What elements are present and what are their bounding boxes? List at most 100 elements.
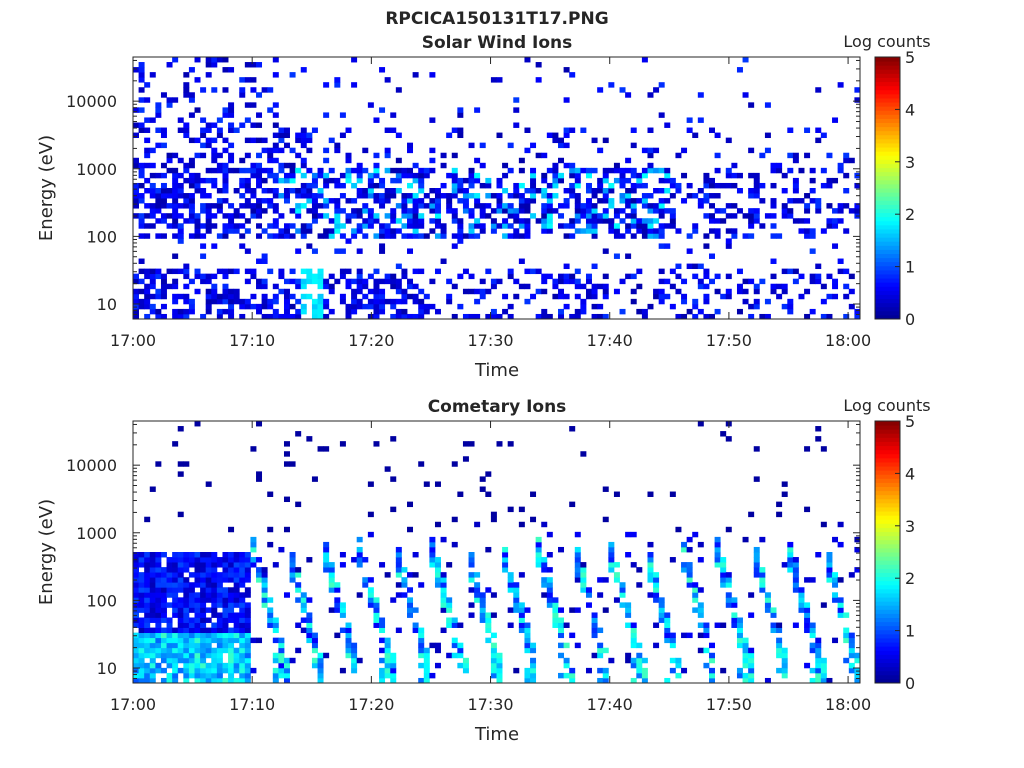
heatmap-cell — [228, 552, 235, 558]
heatmap-cell — [283, 288, 290, 295]
heatmap-cell — [401, 198, 408, 204]
heatmap-cell — [418, 313, 425, 320]
heatmap-cell — [641, 228, 648, 234]
heatmap-cell — [267, 172, 274, 179]
heatmap-cell — [138, 223, 145, 229]
heatmap-cell — [149, 577, 156, 583]
heatmap-cell — [339, 607, 346, 613]
heatmap-cell — [681, 172, 688, 179]
heatmap-cell — [468, 288, 475, 295]
heatmap-cell — [636, 268, 643, 275]
x-tick-label: 17:50 — [706, 331, 752, 350]
heatmap-cell — [317, 188, 324, 194]
heatmap-cell — [474, 218, 481, 224]
heatmap-cell — [295, 587, 302, 593]
heatmap-cell — [138, 572, 145, 578]
colorbar-segment — [875, 650, 900, 655]
heatmap-cell — [535, 218, 542, 224]
heatmap-cell — [395, 557, 402, 563]
heatmap-cell — [200, 577, 207, 583]
heatmap-cell — [658, 602, 665, 608]
heatmap-cell — [446, 203, 453, 209]
heatmap-cell — [160, 587, 167, 593]
heatmap-cell — [580, 228, 587, 234]
heatmap-cell — [317, 213, 324, 219]
heatmap-cell — [597, 303, 604, 310]
heatmap-cell — [507, 577, 514, 583]
heatmap-cell — [233, 637, 240, 644]
heatmap-cell — [440, 597, 447, 603]
heatmap-cell — [166, 102, 173, 108]
heatmap-cell — [591, 632, 598, 639]
colorbar-segment — [875, 674, 900, 680]
heatmap-cell — [244, 562, 251, 568]
heatmap-cell — [172, 188, 179, 194]
heatmap-cell — [239, 92, 246, 98]
heatmap-cell — [798, 597, 805, 603]
heatmap-cell — [160, 313, 167, 320]
heatmap-cell — [608, 228, 615, 234]
heatmap-cell — [736, 268, 743, 275]
heatmap-cell — [144, 188, 151, 194]
heatmap-cell — [530, 188, 537, 194]
heatmap-cell — [837, 208, 844, 214]
heatmap-cell — [379, 203, 386, 209]
heatmap-cell — [686, 308, 693, 315]
heatmap-cell — [429, 203, 436, 209]
heatmap-cell — [407, 213, 414, 219]
heatmap-cell — [183, 87, 190, 93]
heatmap-cell — [144, 677, 151, 684]
heatmap-cell — [272, 223, 279, 229]
heatmap-cell — [468, 552, 475, 558]
heatmap-cell — [138, 592, 145, 598]
heatmap-cell — [563, 127, 570, 133]
heatmap-cell — [462, 188, 469, 194]
heatmap-cell — [597, 218, 604, 224]
heatmap-cell — [502, 208, 509, 214]
heatmap-cell — [362, 233, 369, 239]
heatmap-cell — [205, 552, 212, 558]
heatmap-cell — [133, 198, 139, 204]
heatmap-cell — [384, 572, 391, 578]
colorbar-segment — [875, 241, 900, 246]
heatmap-cell — [144, 283, 151, 290]
heatmap-cell — [725, 273, 732, 280]
heatmap-cell — [558, 273, 565, 280]
heatmap-cell — [200, 657, 207, 664]
heatmap-cell — [720, 667, 727, 674]
heatmap-cell — [155, 587, 162, 593]
heatmap-cell — [619, 172, 626, 179]
heatmap-cell — [423, 167, 430, 174]
heatmap-cell — [731, 602, 738, 608]
heatmap-cell — [474, 233, 481, 239]
colorbar-segment — [875, 114, 900, 119]
heatmap-cell — [485, 471, 492, 477]
heatmap-cell — [541, 308, 548, 315]
heatmap-cell — [144, 572, 151, 578]
heatmap-cell — [205, 177, 212, 184]
heatmap-cell — [205, 597, 212, 603]
heatmap-cell — [843, 283, 850, 290]
heatmap-cell — [216, 132, 223, 139]
heatmap-cell — [272, 203, 279, 209]
heatmap-cell — [725, 203, 732, 209]
heatmap-cell — [608, 562, 615, 568]
heatmap-cell — [574, 313, 581, 320]
heatmap-cell — [837, 521, 844, 528]
heatmap-cell — [328, 283, 335, 290]
heatmap-cell — [647, 233, 654, 239]
heatmap-cell — [194, 637, 201, 644]
heatmap-cell — [177, 193, 184, 199]
heatmap-cell — [233, 597, 240, 603]
heatmap-cell — [205, 607, 212, 613]
heatmap-cell — [306, 228, 313, 234]
heatmap-cell — [339, 273, 346, 280]
heatmap-cell — [300, 592, 307, 598]
heatmap-cell — [311, 647, 318, 654]
heatmap-cell — [177, 127, 184, 133]
heatmap-cell — [647, 491, 654, 497]
heatmap-cell — [434, 193, 441, 199]
heatmap-cell — [133, 582, 139, 588]
heatmap-cell — [401, 313, 408, 320]
heatmap-cell — [709, 657, 715, 664]
